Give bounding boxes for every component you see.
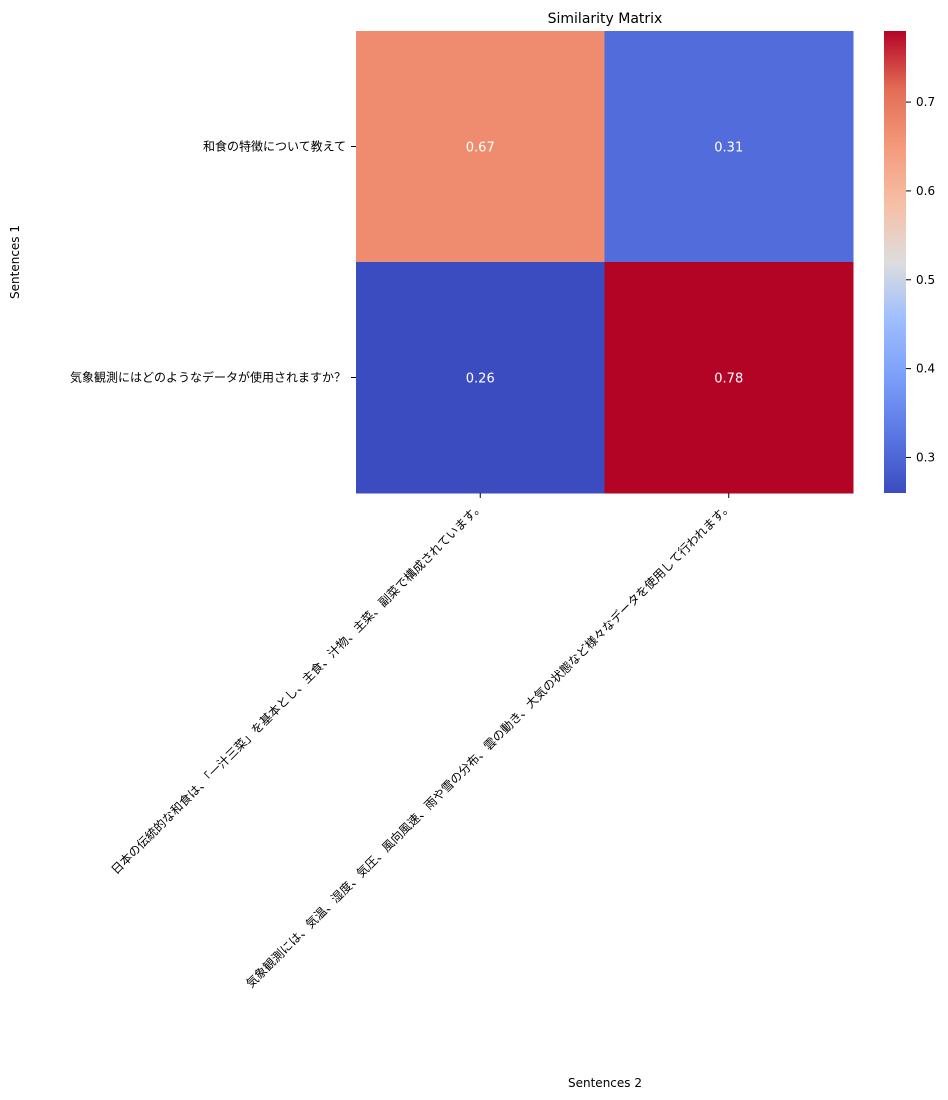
y-axis-label: Sentences 1 [8,225,22,299]
x-axis-label: Sentences 2 [568,1076,642,1090]
heatmap-cell-r1-c0 [356,262,605,494]
colorbar [884,31,906,493]
x-tick-label-0: 日本の伝統的な和食は、「一汁三菜」を基本とし、主食、汁物、主菜、副菜で構成されて… [108,499,487,878]
heatmap-cells [356,31,854,494]
colorbar-tick-label-0: 0.3 [916,450,935,464]
y-tick-label-0: 和食の特徴について教えて [203,139,346,154]
heatmap-cell-r0-c1 [604,31,854,263]
x-tick-label-1: 気象観測には、気温、湿度、気圧、風向風速、雨や雪の分布、雲の動き、大気の状態など… [243,499,735,991]
cell-value-labels: 0.67 0.31 0.26 0.78 [466,141,743,387]
y-tick-label-1: 気象観測にはどのようなデータが使用されますか？ [70,370,346,385]
colorbar-tick-label-3: 0.6 [916,184,935,198]
colorbar-tick-label-4: 0.7 [916,95,935,109]
cell-value-label-r1-c1: 0.78 [714,372,743,387]
cell-value-label-r1-c0: 0.26 [466,372,495,387]
colorbar-tick-label-1: 0.4 [916,362,935,376]
cell-value-label-r0-c0: 0.67 [466,141,495,156]
colorbar-ticks: 0.3 0.4 0.5 0.6 0.7 [906,95,935,464]
heatmap-cell-r1-c1 [604,262,854,494]
heatmap-cell-r0-c0 [356,31,605,263]
cell-value-label-r0-c1: 0.31 [714,141,743,156]
chart-title: Similarity Matrix [548,11,663,27]
colorbar-tick-label-2: 0.5 [916,273,935,287]
x-tick-labels: 日本の伝統的な和食は、「一汁三菜」を基本とし、主食、汁物、主菜、副菜で構成されて… [108,493,735,991]
